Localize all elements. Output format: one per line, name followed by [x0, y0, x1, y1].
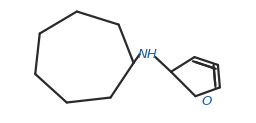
Text: NH: NH — [138, 48, 157, 61]
Text: O: O — [201, 95, 211, 108]
